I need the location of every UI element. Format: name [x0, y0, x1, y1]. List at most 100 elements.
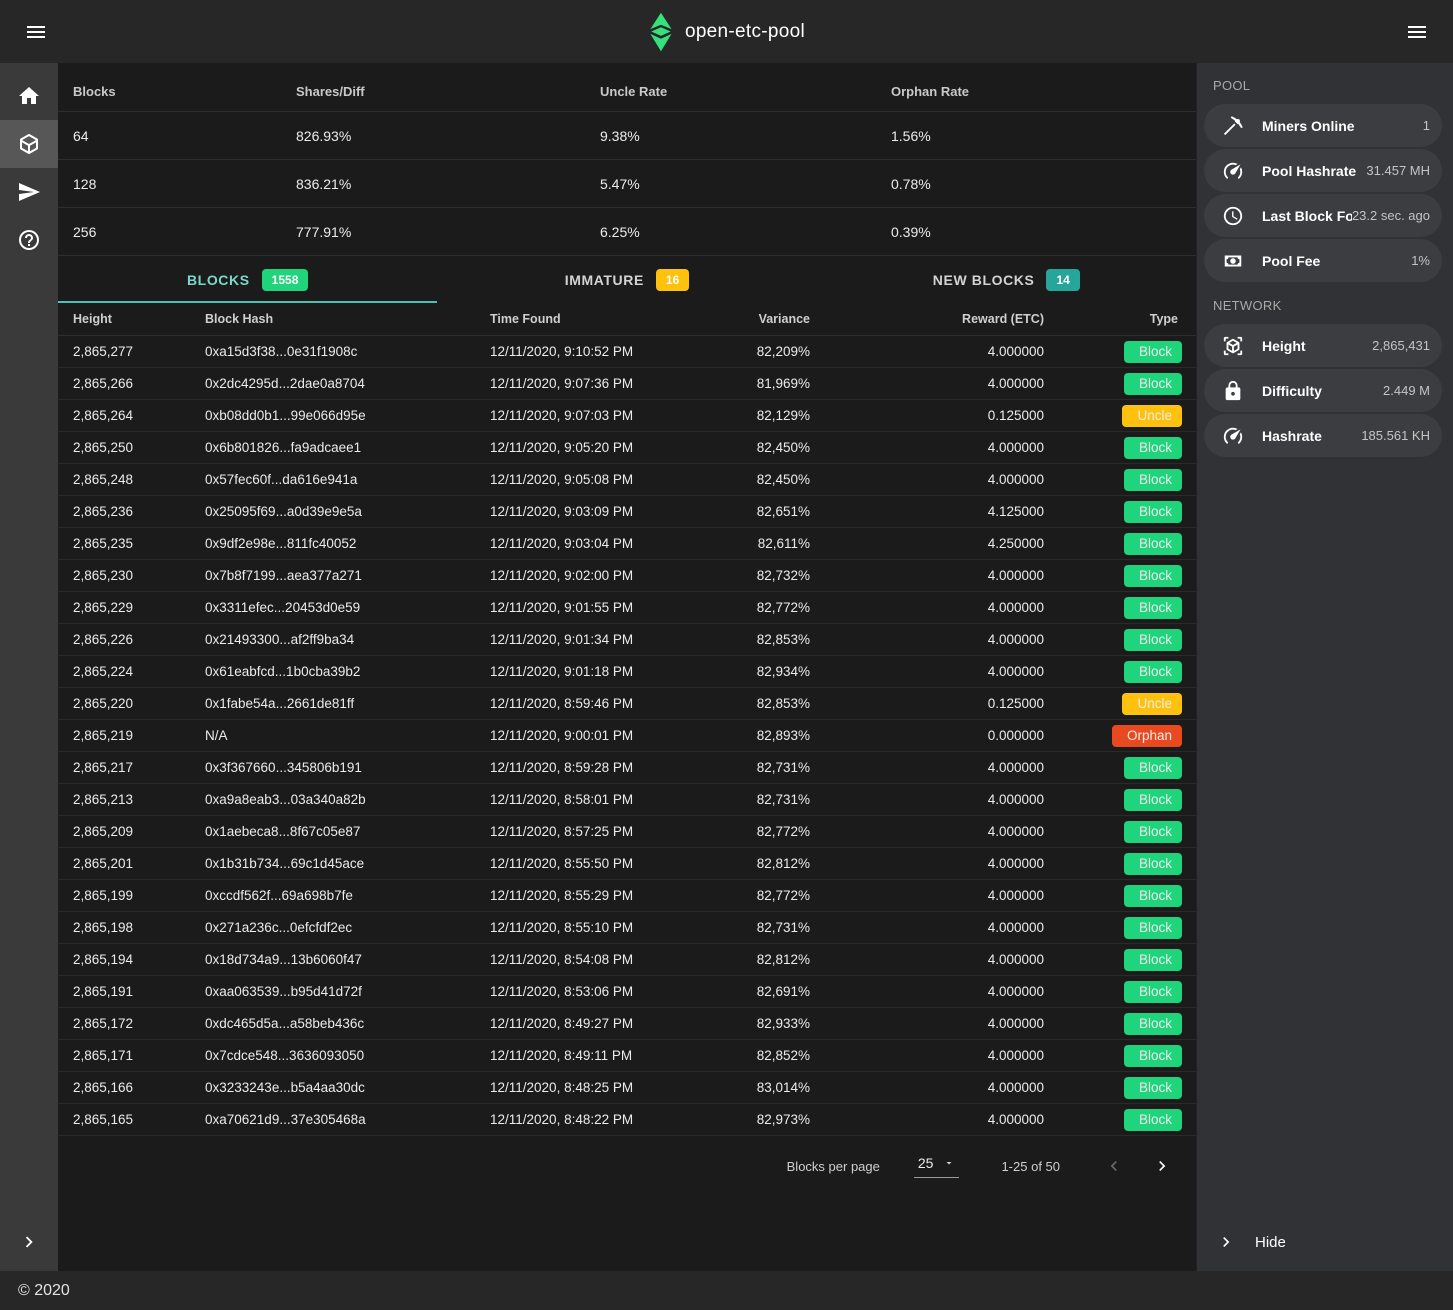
network-section-title: NETWORK — [1213, 298, 1282, 313]
block-variance: 81,969% — [756, 376, 810, 391]
tab-blocks[interactable]: BLOCKS 1558 — [58, 256, 437, 303]
right-sidebar-spacer — [1197, 458, 1453, 1218]
network-stat-value: 185.561 KH — [1361, 428, 1430, 443]
block-variance: 82,852% — [756, 1048, 810, 1063]
block-time-found: 12/11/2020, 8:53:06 PM — [490, 984, 634, 999]
block-reward: 0.125000 — [987, 696, 1044, 711]
hamburger-icon — [1405, 20, 1429, 44]
block-type-badge: Uncle — [1122, 404, 1182, 427]
stats-row: 128 836.21% 5.47% 0.78% — [58, 160, 1196, 208]
menu-hamburger-right-button[interactable] — [1399, 14, 1435, 50]
tab-new-blocks-count-badge: 14 — [1046, 268, 1080, 291]
block-type-cell: Block — [1044, 468, 1196, 491]
block-type-badge: Block — [1123, 628, 1182, 651]
stats-cell: 5.47% — [600, 175, 640, 192]
block-variance: 82,611% — [757, 536, 810, 551]
block-height: 2,865,194 — [73, 952, 134, 967]
table-row: 2,865,229 0x3311efec...20453d0e59 12/11/… — [58, 592, 1196, 624]
block-type-cell: Orphan — [1044, 724, 1196, 747]
pool-section-title: POOL — [1213, 78, 1251, 93]
block-time-found: 12/11/2020, 9:05:08 PM — [490, 472, 634, 487]
hide-sidebar-button[interactable]: Hide — [1197, 1218, 1453, 1266]
block-type-cell: Uncle — [1044, 692, 1196, 715]
stats-cell: 9.38% — [600, 127, 640, 144]
block-type-cell: Block — [1044, 500, 1196, 523]
block-time-found: 12/11/2020, 8:48:22 PM — [490, 1112, 634, 1127]
block-reward: 4.000000 — [987, 952, 1044, 967]
block-type-cell: Block — [1044, 948, 1196, 971]
block-time-found: 12/11/2020, 8:55:10 PM — [490, 920, 634, 935]
stats-table-body: 64 826.93% 9.38% 1.56% 128 836.21% 5.47% 0.78% 2… — [58, 112, 1196, 256]
block-variance: 82,973% — [756, 1112, 810, 1127]
left-nav-spacer — [0, 264, 58, 1218]
tab-immature[interactable]: IMMATURE 16 — [437, 256, 816, 303]
stats-cell: 128 — [73, 175, 97, 192]
block-variance: 82,853% — [756, 632, 810, 647]
block-height: 2,865,172 — [73, 1016, 134, 1031]
etc-logo-icon — [648, 12, 673, 52]
table-row: 2,865,219 N/A 12/11/2020, 9:00:01 PM 82,… — [58, 720, 1196, 752]
nav-blocks-item[interactable] — [0, 120, 58, 168]
blocks-per-page-label: Blocks per page — [786, 1158, 880, 1174]
tab-new-blocks[interactable]: NEW BLOCKS 14 — [817, 256, 1196, 303]
previous-page-button[interactable] — [1104, 1156, 1124, 1176]
col-height: Height — [73, 312, 112, 326]
block-time-found: 12/11/2020, 8:57:25 PM — [490, 824, 634, 839]
block-type-cell: Block — [1044, 820, 1196, 843]
stats-cell: 836.21% — [296, 175, 352, 192]
block-height: 2,865,226 — [73, 632, 134, 647]
block-reward: 4.000000 — [987, 472, 1044, 487]
block-height: 2,865,277 — [73, 344, 134, 359]
table-row: 2,865,198 0x271a236c...0efcfdf2ec 12/11/… — [58, 912, 1196, 944]
pool-miners-online-item: Miners Online 1 — [1204, 104, 1442, 147]
per-page-select[interactable]: 25 — [913, 1154, 960, 1178]
block-height: 2,865,199 — [73, 888, 134, 903]
stats-cell: 6.25% — [600, 223, 640, 240]
table-row: 2,865,191 0xaa063539...b95d41d72f 12/11/… — [58, 976, 1196, 1008]
block-time-found: 12/11/2020, 9:07:03 PM — [490, 408, 634, 423]
hamburger-icon — [24, 20, 48, 44]
next-page-button[interactable] — [1152, 1156, 1172, 1176]
block-variance: 82,731% — [756, 760, 810, 775]
hide-label: Hide — [1255, 1233, 1286, 1251]
block-time-found: 12/11/2020, 8:55:50 PM — [490, 856, 634, 871]
block-time-found: 12/11/2020, 8:59:46 PM — [490, 696, 634, 711]
table-row: 2,865,217 0x3f367660...345806b191 12/11/… — [58, 752, 1196, 784]
block-hash: 0x1b31b734...69c1d45ace — [205, 856, 365, 871]
block-type-cell: Block — [1044, 372, 1196, 395]
block-time-found: 12/11/2020, 8:59:28 PM — [490, 760, 634, 775]
block-variance: 82,731% — [756, 920, 810, 935]
table-row: 2,865,172 0xdc465d5a...a58beb436c 12/11/… — [58, 1008, 1196, 1040]
nav-help-item[interactable] — [0, 216, 58, 264]
block-height: 2,865,198 — [73, 920, 134, 935]
network-stat-label: Height — [1262, 337, 1306, 354]
block-height: 2,865,264 — [73, 408, 134, 423]
footer: © 2020 — [0, 1271, 1453, 1310]
table-row: 2,865,194 0x18d734a9...13b6060f47 12/11/… — [58, 944, 1196, 976]
block-hash: 0x21493300...af2ff9ba34 — [205, 632, 355, 647]
block-type-cell: Block — [1044, 340, 1196, 363]
block-reward: 4.000000 — [987, 664, 1044, 679]
block-height: 2,865,236 — [73, 504, 134, 519]
body: Blocks Shares/Diff Uncle Rate Orphan Rat… — [0, 63, 1453, 1271]
block-reward: 4.000000 — [987, 376, 1044, 391]
menu-hamburger-left-button[interactable] — [18, 14, 54, 50]
block-reward: 4.000000 — [987, 856, 1044, 871]
block-type-badge: Block — [1123, 852, 1182, 875]
nav-home-item[interactable] — [0, 72, 58, 120]
stats-cell: 0.39% — [891, 223, 931, 240]
stats-col-blocks: Blocks — [73, 84, 116, 99]
block-time-found: 12/11/2020, 8:48:25 PM — [490, 1080, 634, 1095]
pickaxe-icon — [1204, 115, 1262, 137]
network-stat-value: 2,865,431 — [1372, 338, 1430, 353]
per-page-value: 25 — [917, 1154, 934, 1171]
block-reward: 4.000000 — [987, 1080, 1044, 1095]
left-nav-expand-button[interactable] — [0, 1218, 58, 1266]
nav-payments-item[interactable] — [0, 168, 58, 216]
block-type-cell: Block — [1044, 1108, 1196, 1131]
block-time-found: 12/11/2020, 8:49:27 PM — [490, 1016, 634, 1031]
block-reward: 0.000000 — [987, 728, 1044, 743]
block-variance: 82,772% — [756, 888, 810, 903]
brand: open-etc-pool — [648, 0, 805, 63]
table-row: 2,865,277 0xa15d3f38...0e31f1908c 12/11/… — [58, 336, 1196, 368]
